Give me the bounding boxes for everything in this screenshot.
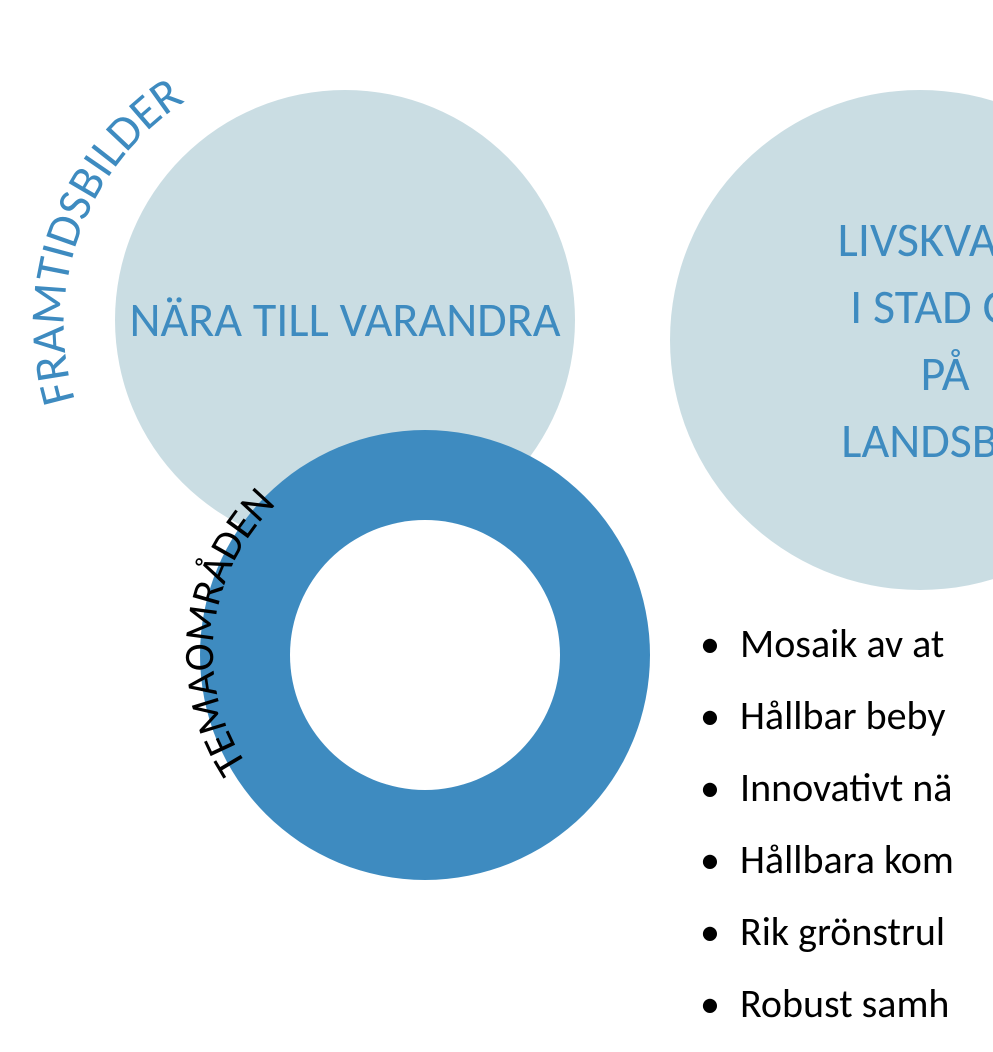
theme-bullet-item: Hållbara kom <box>700 836 993 884</box>
vision-circle-2-text: LIVSKVALITI STAD OCPÅLANDSBYG <box>788 206 993 475</box>
theme-bullet-item: Rik grönstrul <box>700 908 993 956</box>
vision-circle-1-text: NÄRA TILL VARANDRA <box>129 288 560 353</box>
theme-bullet-item: Hållbar beby <box>700 692 993 740</box>
theme-bullet-item: Mosaik av at <box>700 620 993 668</box>
theme-bullet-item: Robust samh <box>700 980 993 1028</box>
theme-bullet-list: Mosaik av at Hållbar beby Innovativt nä Hål… <box>700 620 993 1052</box>
theme-ring-hole <box>290 520 560 790</box>
theme-bullet-item: Innovativt nä <box>700 764 993 812</box>
vision-circle-2: LIVSKVALITI STAD OCPÅLANDSBYG <box>670 90 993 590</box>
